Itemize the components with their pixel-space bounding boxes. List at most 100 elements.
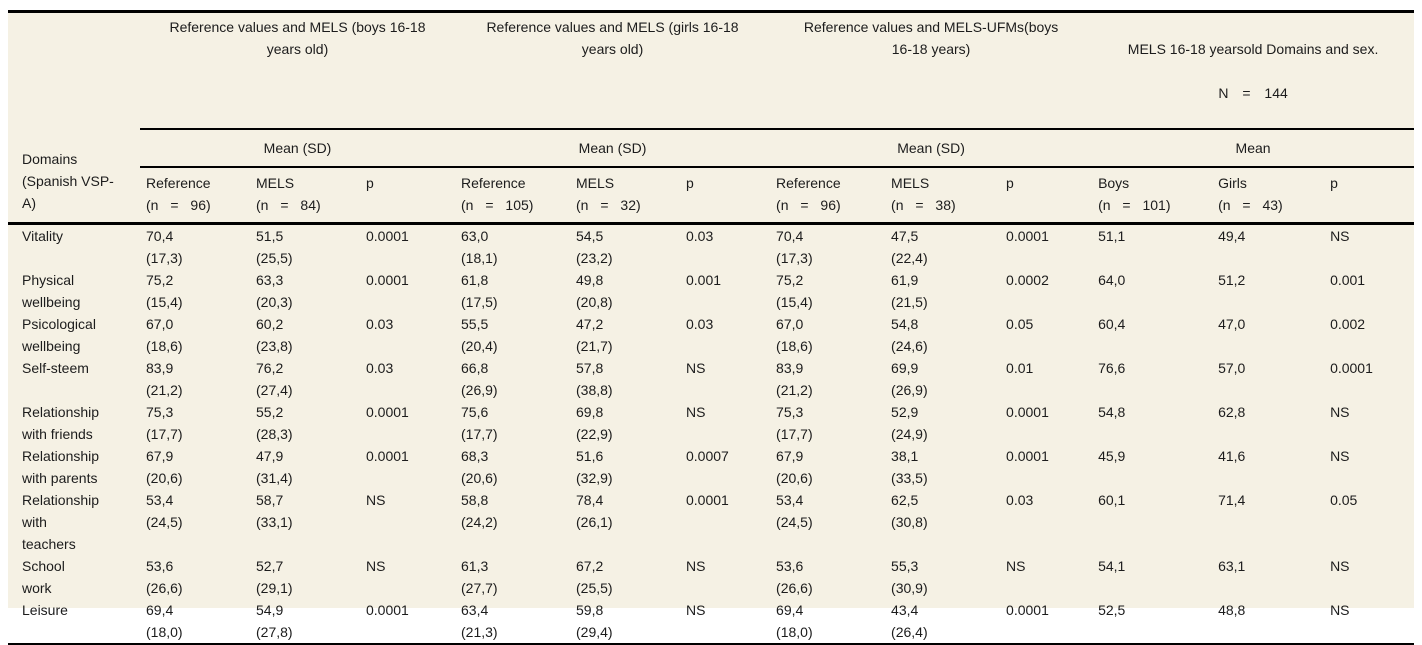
- mean-sd-cell: 67,9 (20,6): [146, 448, 183, 486]
- results-table: Domains (Spanish VSP- A) Reference value…: [8, 10, 1415, 645]
- group-header-ufms: Reference values and MELS-UFMs(boys 16-1…: [770, 11, 1093, 130]
- mean-sd-row: Mean (SD) Mean (SD) Mean (SD) Mean: [8, 129, 1415, 168]
- value-cell: 0.0002: [1006, 272, 1049, 288]
- column-header-p: p: [1324, 167, 1415, 225]
- domain-label: Vitality: [22, 228, 63, 244]
- value-cell: 0.001: [686, 272, 722, 288]
- value-cell: 54,1: [1098, 558, 1126, 574]
- mean-sd-cell: 67,0 (18,6): [146, 316, 183, 354]
- mean-sd-cell: 63,3 (20,3): [256, 272, 293, 310]
- mean-sd-cell: 75,3 (17,7): [776, 404, 813, 442]
- table-row: Physical wellbeing 75,2 (15,4) 63,3 (20,3) 0.…: [8, 269, 1414, 313]
- table-panel: Domains (Spanish VSP- A) Reference value…: [8, 10, 1415, 645]
- mean-sd-cell: 62,5 (30,8): [891, 492, 928, 530]
- mean-sd-cell: 47,9 (31,4): [256, 448, 293, 486]
- domain-label: Leisure: [22, 602, 68, 618]
- value-cell: 48,8: [1218, 602, 1246, 618]
- value-cell: 0.0001: [366, 448, 409, 464]
- value-cell: NS: [366, 558, 386, 574]
- value-cell: 49,4: [1218, 228, 1246, 244]
- value-cell: 0.05: [1006, 316, 1034, 332]
- column-header-p: p: [360, 167, 455, 225]
- value-cell: 47,0: [1218, 316, 1246, 332]
- value-cell: 60,1: [1098, 492, 1126, 508]
- mean-sd-cell: 43,4 (26,4): [891, 602, 928, 640]
- domain-label: Relationship with friends: [22, 404, 100, 442]
- mean-sd-cell: 53,6 (26,6): [776, 558, 813, 596]
- value-cell: 45,9: [1098, 448, 1126, 464]
- mean-sd-cell: 53,4 (24,5): [776, 492, 813, 530]
- mean-sd-cell: 38,1 (33,5): [891, 448, 928, 486]
- mean-sd-cell: 51,6 (32,9): [576, 448, 613, 486]
- mean-sd-cell: 75,2 (15,4): [776, 272, 813, 310]
- mean-sd-cell: 51,5 (25,5): [256, 228, 293, 266]
- value-cell: 52,5: [1098, 602, 1126, 618]
- value-cell: 0.002: [1330, 316, 1366, 332]
- value-cell: 0.03: [1006, 492, 1034, 508]
- domain-label: Relationship with teachers: [22, 492, 100, 552]
- value-cell: 64,0: [1098, 272, 1126, 288]
- column-header-mels: MELS (n = 38): [885, 167, 1001, 225]
- column-header-reference: Reference (n = 96): [140, 167, 250, 225]
- value-cell: 62,8: [1218, 404, 1246, 420]
- domain-label: Psicological wellbeing: [22, 316, 96, 354]
- value-cell: 0.03: [686, 316, 714, 332]
- value-cell: NS: [1006, 558, 1026, 574]
- mean-sd-cell: 69,4 (18,0): [146, 602, 183, 640]
- value-cell: 0.0001: [1006, 228, 1049, 244]
- mean-sd-header: Mean (SD): [455, 129, 771, 168]
- mean-sd-cell: 55,3 (30,9): [891, 558, 928, 596]
- value-cell: NS: [686, 558, 706, 574]
- mean-sd-cell: 83,9 (21,2): [776, 360, 813, 398]
- mean-sd-cell: 58,7 (33,1): [256, 492, 293, 530]
- mean-sd-cell: 57,8 (38,8): [576, 360, 613, 398]
- value-cell: NS: [366, 492, 386, 508]
- column-header-reference: Reference (n = 105): [455, 167, 570, 225]
- value-cell: 0.0001: [366, 228, 409, 244]
- mean-sd-cell: 61,9 (21,5): [891, 272, 928, 310]
- column-header-row: Reference (n = 96) MELS (n = 84) p Refer…: [8, 167, 1415, 225]
- mean-sd-cell: 49,8 (20,8): [576, 272, 613, 310]
- value-cell: NS: [1330, 602, 1350, 618]
- value-cell: NS: [686, 360, 706, 376]
- group-header-boys: Reference values and MELS (boys 16-18 ye…: [140, 11, 455, 130]
- mean-sd-cell: 69,9 (26,9): [891, 360, 928, 398]
- value-cell: 54,8: [1098, 404, 1126, 420]
- domains-column-header: Domains (Spanish VSP- A): [8, 11, 140, 225]
- mean-sd-cell: 52,9 (24,9): [891, 404, 928, 442]
- mean-sd-cell: 75,6 (17,7): [461, 404, 498, 442]
- mean-sd-cell: 68,3 (20,6): [461, 448, 498, 486]
- mean-sd-cell: 78,4 (26,1): [576, 492, 613, 530]
- mean-sd-cell: 83,9 (21,2): [146, 360, 183, 398]
- value-cell: NS: [686, 404, 706, 420]
- mean-sd-cell: 54,9 (27,8): [256, 602, 293, 640]
- mean-sd-cell: 61,3 (27,7): [461, 558, 498, 596]
- mean-sd-cell: 69,4 (18,0): [776, 602, 813, 640]
- column-header-boys: Boys (n = 101): [1092, 167, 1213, 225]
- table-row: Leisure 69,4 (18,0) 54,9 (27,8) 0.0001 63,4 (21…: [8, 599, 1414, 644]
- mean-sd-cell: 63,4 (21,3): [461, 602, 498, 640]
- domain-label: School work: [22, 558, 65, 596]
- table-row: Relationship with friends 75,3 (17,7) 55,2(…: [8, 401, 1414, 445]
- mean-sd-cell: 67,0 (18,6): [776, 316, 813, 354]
- group-header-sex-title: MELS 16-18 yearsold Domains and sex.: [1127, 41, 1379, 57]
- mean-sd-cell: 47,5 (22,4): [891, 228, 928, 266]
- mean-sd-cell: 55,2 (28,3): [256, 404, 293, 442]
- mean-sd-cell: 76,2 (27,4): [256, 360, 293, 398]
- value-cell: 60,4: [1098, 316, 1126, 332]
- mean-sd-cell: 55,5 (20,4): [461, 316, 498, 354]
- mean-sd-cell: 61,8 (17,5): [461, 272, 498, 310]
- column-header-p: p: [1000, 167, 1093, 225]
- value-cell: 0.0001: [366, 404, 409, 420]
- mean-sd-cell: 70,4 (17,3): [776, 228, 813, 266]
- value-cell: 0.0001: [1330, 360, 1373, 376]
- value-cell: NS: [1330, 228, 1350, 244]
- value-cell: 76,6: [1098, 360, 1126, 376]
- value-cell: 0.0001: [366, 272, 409, 288]
- value-cell: 0.0001: [1006, 448, 1049, 464]
- table-row: Relationship with parents 67,9 (20,6) 47,9(…: [8, 445, 1414, 489]
- table-row: Relationship with teachers 53,4 (24,5) 58,7…: [8, 489, 1414, 555]
- mean-sd-cell: 47,2 (21,7): [576, 316, 613, 354]
- mean-sd-cell: 69,8 (22,9): [576, 404, 613, 442]
- table-body: Vitality 70,4 (17,3) 51,5 (25,5) 0.0001 63,0 (1…: [8, 224, 1414, 645]
